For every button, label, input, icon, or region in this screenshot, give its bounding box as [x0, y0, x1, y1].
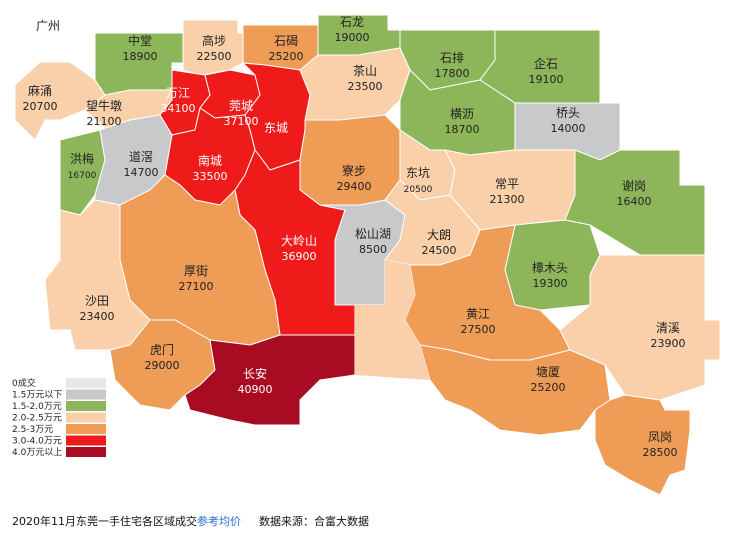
region-xiegang[interactable]: [564, 149, 706, 256]
legend-label: 2.5-3万元: [12, 425, 53, 435]
region-price-label: 36900: [282, 250, 317, 263]
region-name-label: 道滘: [129, 150, 153, 164]
legend-label: 1.5万元以下: [12, 391, 62, 401]
caption-main: 2020年11月东莞一手住宅各区域成交: [12, 515, 197, 528]
region-fenggang[interactable]: [594, 394, 691, 496]
region-name-label: 大朗: [427, 228, 451, 242]
region-name-label: 清溪: [656, 321, 680, 335]
region-name-label: 松山湖: [355, 226, 391, 241]
region-price-label: 25200: [531, 381, 566, 394]
data-source: 数据来源：合富大数据: [259, 515, 369, 528]
region-price-label: 16700: [68, 171, 97, 181]
region-price-label: 18900: [123, 50, 158, 63]
regions-layer: [14, 14, 721, 496]
legend-label: 1.5-2.0万元: [12, 402, 62, 412]
region-price-label: 21100: [87, 115, 122, 128]
caption-link[interactable]: 参考均价: [197, 515, 241, 528]
region-name-label: 企石: [534, 56, 558, 71]
region-name-label: 望牛墩: [86, 98, 122, 113]
region-price-label: 27500: [461, 323, 496, 336]
region-price-label: 21300: [490, 193, 525, 206]
region-name-label: 石排: [440, 51, 464, 65]
region-price-label: 40900: [238, 383, 273, 396]
legend-label: 2.0-2.5万元: [12, 414, 62, 424]
region-name-label: 莞城: [229, 99, 253, 113]
region-name-label: 黄江: [466, 307, 490, 321]
region-price-label: 19000: [335, 31, 370, 44]
region-price-label: 16400: [617, 195, 652, 208]
region-name-label: 塘厦: [536, 364, 560, 379]
region-price-label: 37100: [224, 115, 259, 128]
region-name-label: 桥头: [556, 106, 580, 120]
region-price-label: 33500: [193, 170, 228, 183]
region-name-label: 石龙: [340, 15, 364, 29]
region-price-label: 27100: [179, 280, 214, 293]
region-price-label: 20700: [23, 100, 58, 113]
region-price-label: 28500: [643, 446, 678, 459]
region-name-label: 南城: [198, 153, 222, 168]
legend-swatch: [66, 435, 106, 446]
region-price-label: 23500: [348, 80, 383, 93]
region-name-label: 寮步: [342, 163, 366, 178]
region-name-label: 谢岗: [622, 178, 646, 193]
legend-swatch: [66, 412, 106, 423]
legend-swatch: [66, 424, 106, 434]
region-name-label: 高埗: [202, 33, 226, 48]
region-price-label: 8500: [359, 243, 387, 256]
region-price-label: 34100: [161, 102, 196, 115]
legend-swatch: [66, 378, 106, 388]
region-name-label: 大岭山: [281, 234, 317, 248]
region-price-label: 23900: [651, 337, 686, 350]
region-price-label: 29400: [337, 180, 372, 193]
region-name-label: 虎门: [150, 342, 174, 357]
region-name-label: 凤岗: [648, 430, 672, 444]
labels-layer: 中堂 18900 高埗 22500 石碣 25200 石龙 19000 石排 17800 企石 191…: [23, 15, 686, 459]
region-name-label: 樟木头: [532, 260, 568, 275]
region-price-label: 20500: [404, 185, 433, 195]
region-name-label: 长安: [243, 366, 267, 381]
region-price-label: 25200: [269, 50, 304, 63]
legend-label: 4.0万元以上: [12, 447, 62, 458]
region-price-label: 14000: [551, 122, 586, 135]
region-name-label: 麻涌: [28, 83, 52, 98]
region-price-label: 19100: [529, 73, 564, 86]
region-name-label: 石碣: [274, 34, 298, 48]
region-name-label: 沙田: [85, 294, 109, 308]
region-name-label: 东城: [264, 121, 288, 135]
region-qingxi[interactable]: [559, 254, 721, 401]
region-name-label: 洪梅: [70, 151, 94, 166]
legend-swatch: [66, 401, 106, 411]
region-price-label: 18700: [445, 123, 480, 136]
region-price-label: 14700: [124, 166, 159, 179]
region-name-label: 常平: [495, 177, 519, 191]
footer-caption: 2020年11月东莞一手住宅各区域成交参考均价 数据来源：合富大数据: [12, 513, 369, 529]
region-price-label: 23400: [80, 310, 115, 323]
legend-label: 3.0-4.0万元: [12, 437, 62, 447]
region-changan[interactable]: [184, 334, 356, 426]
region-price-label: 22500: [197, 50, 232, 63]
region-name-label: 东坑: [406, 165, 430, 180]
region-name-label: 厚街: [184, 264, 208, 278]
region-name-label: 中堂: [128, 33, 152, 48]
region-name-label: 横沥: [450, 107, 474, 121]
region-price-label: 19300: [533, 277, 568, 290]
region-name-label: 茶山: [353, 63, 377, 78]
legend-swatch: [66, 447, 106, 457]
region-name-label: 万江: [166, 86, 190, 100]
guangzhou-label: 广州: [36, 19, 61, 33]
region-price-label: 29000: [145, 359, 180, 372]
legend-label: 0成交: [12, 377, 36, 389]
region-price-label: 17800: [435, 67, 470, 80]
legend-swatch: [66, 389, 106, 400]
unlabeled-area: [355, 260, 430, 380]
region-price-label: 24500: [422, 244, 457, 257]
